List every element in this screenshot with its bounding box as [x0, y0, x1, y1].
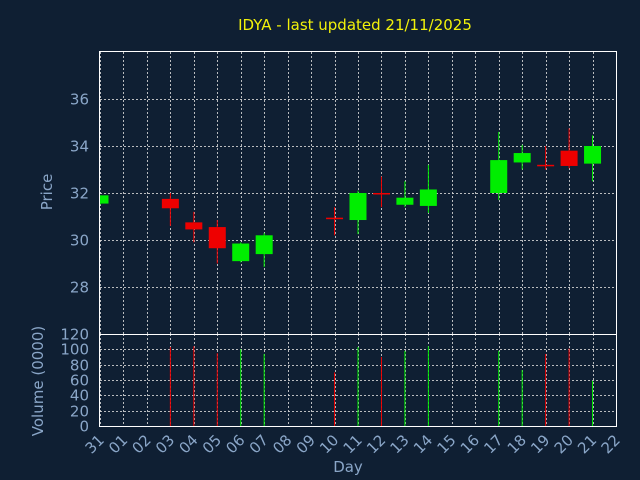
- volume-tick-label: 100: [60, 341, 89, 359]
- candle-body: [560, 150, 578, 166]
- candle-body: [208, 227, 226, 249]
- candle-body: [372, 193, 390, 195]
- candle-body: [255, 235, 273, 255]
- x-tick-label: 13: [387, 431, 413, 457]
- x-tick-labels: 3101020304050607080910111213141516171819…: [82, 431, 624, 457]
- price-tick-label: 34: [70, 138, 89, 156]
- price-tick-label: 28: [70, 279, 89, 297]
- volume-tick-label: 60: [70, 372, 89, 390]
- candle-body: [490, 160, 508, 193]
- candle-body: [584, 146, 602, 164]
- candle-body: [185, 222, 203, 230]
- x-tick-label: 15: [433, 431, 459, 457]
- candles: [99, 128, 602, 268]
- volume-tick-label: 20: [70, 403, 89, 421]
- price-tick-label: 32: [70, 185, 89, 203]
- x-tick-label: 14: [410, 431, 436, 457]
- x-tick-label: 20: [551, 431, 577, 457]
- candle-body: [396, 197, 414, 205]
- x-tick-label: 03: [152, 431, 178, 457]
- chart-title: IDYA - last updated 21/11/2025: [238, 16, 472, 34]
- volume-tick-label: 80: [70, 357, 89, 375]
- x-tick-label: 19: [527, 431, 553, 457]
- x-tick-label: 12: [363, 431, 389, 457]
- x-tick-label: 16: [457, 431, 483, 457]
- candle-body: [326, 217, 344, 220]
- x-tick-label: 04: [175, 431, 201, 457]
- x-tick-label: 18: [504, 431, 530, 457]
- candle-body: [161, 198, 179, 209]
- volume-tick-label: 120: [60, 326, 89, 344]
- volume-tick-label: 40: [70, 387, 89, 405]
- x-tick-label: 09: [293, 431, 319, 457]
- candle-body: [537, 164, 555, 167]
- candle-body: [419, 189, 437, 206]
- price-tick-label: 36: [70, 91, 89, 109]
- x-tick-label: 06: [222, 431, 248, 457]
- x-tick-label: 02: [129, 431, 155, 457]
- price-tick-labels: 28 30 32 34 36: [70, 91, 89, 297]
- x-tick-label: 01: [105, 431, 131, 457]
- x-tick-label: 07: [246, 431, 272, 457]
- x-axis-label: Day: [333, 458, 363, 476]
- price-tick-label: 30: [70, 232, 89, 250]
- volume-tick-label: 0: [79, 418, 89, 436]
- volume-axis-label: Volume (0000): [29, 326, 47, 436]
- x-tick-label: 05: [199, 431, 225, 457]
- x-tick-label: 11: [340, 431, 366, 457]
- price-axis-label: Price: [38, 174, 56, 211]
- volume-plot-frame: [99, 334, 617, 427]
- candle-body: [100, 195, 109, 204]
- volume-bars: [169, 346, 594, 426]
- candle-body: [513, 153, 531, 163]
- candle-body: [232, 243, 250, 262]
- candle-body: [349, 193, 367, 221]
- x-tick-label: 08: [269, 431, 295, 457]
- x-tick-label: 17: [480, 431, 506, 457]
- x-tick-label: 21: [574, 431, 600, 457]
- x-tick-label: 22: [598, 431, 624, 457]
- x-tick-label: 10: [316, 431, 342, 457]
